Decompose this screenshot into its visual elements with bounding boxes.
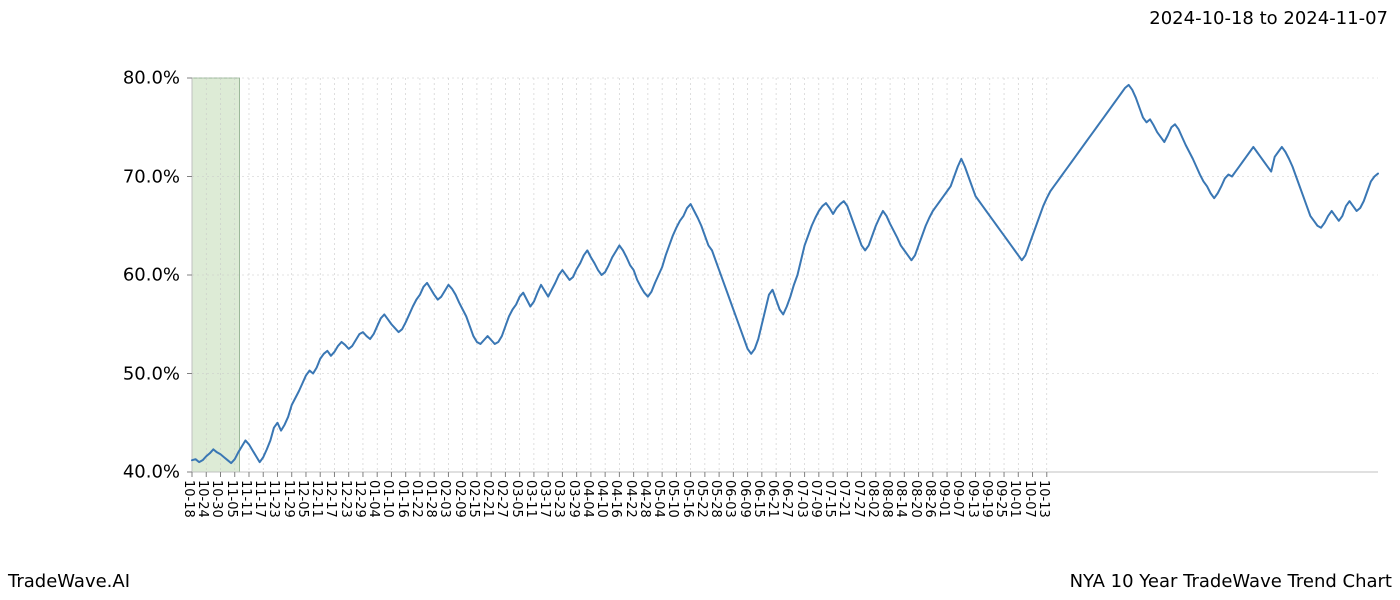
x-tick-label: 06-21 [765, 480, 780, 518]
x-tick-label: 06-09 [737, 480, 752, 518]
x-tick-label: 05-04 [651, 480, 666, 518]
x-tick-label: 05-10 [665, 480, 680, 518]
x-tick-label: 03-05 [509, 480, 524, 518]
x-tick-label: 11-17 [252, 480, 267, 518]
x-tick-label: 02-15 [466, 480, 481, 518]
x-tick-label: 11-23 [266, 480, 281, 518]
x-tick-label: 10-01 [1007, 480, 1022, 518]
x-tick-label: 06-03 [722, 480, 737, 518]
x-tick-label: 02-03 [437, 480, 452, 518]
x-tick-label: 01-16 [395, 480, 410, 518]
x-tick-label: 08-20 [908, 480, 923, 518]
y-tick-label: 50.0% [114, 363, 180, 384]
x-tick-label: 11-29 [281, 480, 296, 518]
x-tick-label: 04-28 [637, 480, 652, 518]
x-tick-label: 04-10 [594, 480, 609, 518]
x-tick-label: 09-19 [979, 480, 994, 518]
x-tick-label: 03-23 [551, 480, 566, 518]
y-tick-label: 40.0% [114, 462, 180, 483]
x-tick-label: 10-24 [195, 480, 210, 518]
x-tick-label: 08-02 [865, 480, 880, 518]
y-tick-label: 60.0% [114, 265, 180, 286]
x-tick-label: 01-22 [409, 480, 424, 518]
x-tick-label: 12-23 [338, 480, 353, 518]
x-tick-label: 03-17 [537, 480, 552, 518]
footer-chart-title: NYA 10 Year TradeWave Trend Chart [1070, 571, 1392, 592]
x-tick-label: 05-22 [694, 480, 709, 518]
footer-brand: TradeWave.AI [8, 571, 130, 592]
x-tick-label: 11-11 [238, 480, 253, 518]
x-tick-label: 09-07 [950, 480, 965, 518]
x-tick-label: 03-29 [566, 480, 581, 518]
x-tick-label: 07-27 [851, 480, 866, 518]
y-tick-label: 80.0% [114, 68, 180, 89]
x-tick-label: 08-26 [922, 480, 937, 518]
x-tick-label: 02-09 [452, 480, 467, 518]
x-tick-label: 12-29 [352, 480, 367, 518]
x-tick-label: 07-15 [822, 480, 837, 518]
x-tick-label: 04-22 [623, 480, 638, 518]
x-tick-label: 08-14 [893, 480, 908, 518]
x-tick-label: 02-21 [480, 480, 495, 518]
x-tick-label: 09-25 [993, 480, 1008, 518]
x-tick-label: 12-05 [295, 480, 310, 518]
x-tick-label: 07-03 [794, 480, 809, 518]
x-tick-label: 08-08 [879, 480, 894, 518]
x-tick-label: 06-15 [751, 480, 766, 518]
x-tick-label: 10-07 [1022, 480, 1037, 518]
x-tick-label: 06-27 [779, 480, 794, 518]
x-tick-label: 05-16 [680, 480, 695, 518]
x-tick-label: 09-13 [965, 480, 980, 518]
x-tick-label: 04-16 [608, 480, 623, 518]
x-tick-label: 07-21 [836, 480, 851, 518]
x-tick-label: 02-27 [494, 480, 509, 518]
x-tick-label: 07-09 [808, 480, 823, 518]
x-tick-label: 01-10 [380, 480, 395, 518]
x-tick-label: 05-28 [708, 480, 723, 518]
x-tick-label: 10-18 [181, 480, 196, 518]
x-tick-label: 03-11 [523, 480, 538, 518]
x-tick-label: 10-13 [1036, 480, 1051, 518]
x-tick-label: 12-17 [323, 480, 338, 518]
y-tick-label: 70.0% [114, 166, 180, 187]
x-tick-label: 01-28 [423, 480, 438, 518]
x-tick-label: 11-05 [224, 480, 239, 518]
x-tick-label: 12-11 [309, 480, 324, 518]
x-tick-label: 04-04 [580, 480, 595, 518]
x-tick-label: 09-01 [936, 480, 951, 518]
x-tick-label: 10-30 [209, 480, 224, 518]
x-tick-label: 01-04 [366, 480, 381, 518]
